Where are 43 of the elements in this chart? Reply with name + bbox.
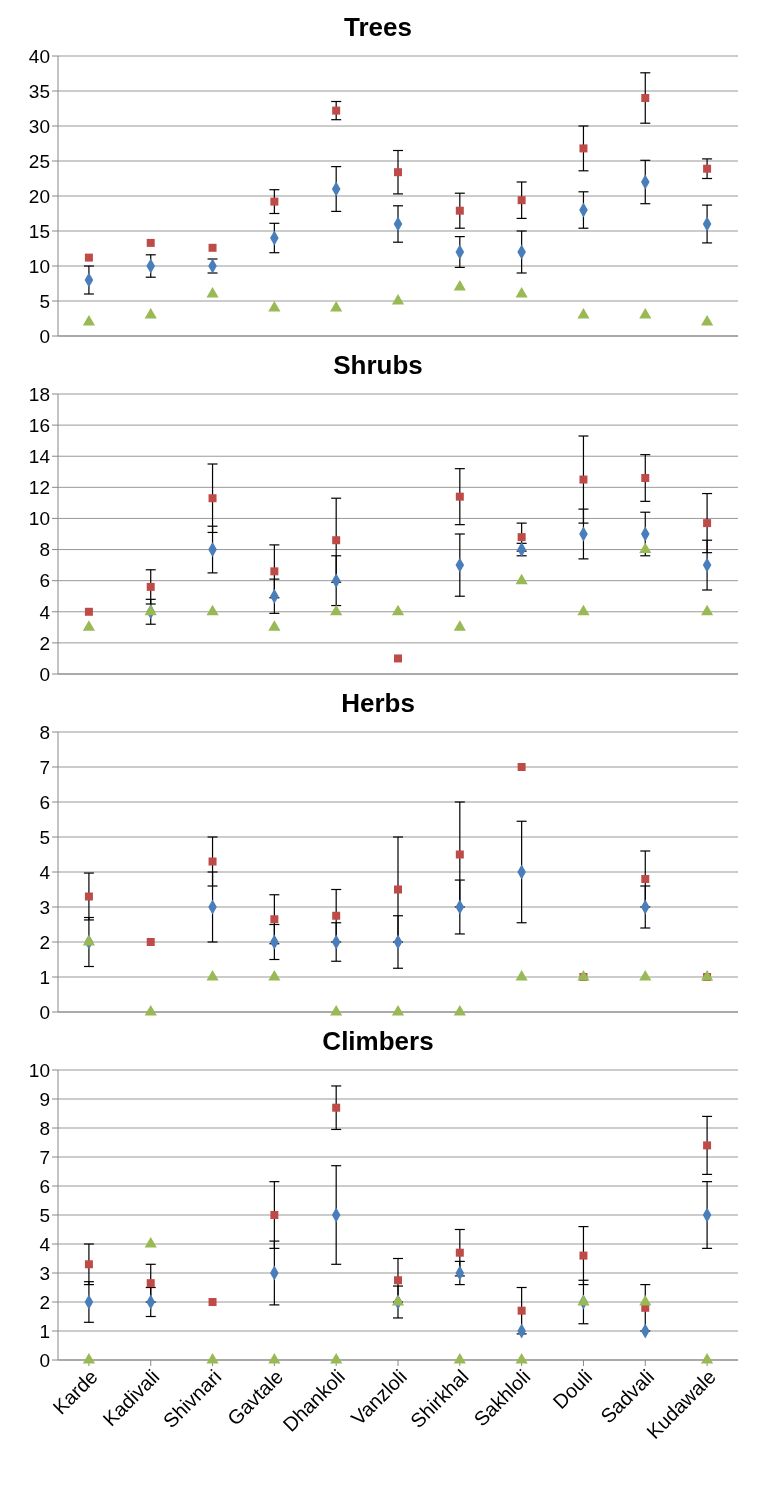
y-tick-label: 3 bbox=[39, 1262, 50, 1284]
chart-title: Climbers bbox=[321, 1025, 435, 1058]
chart-title: Herbs bbox=[340, 687, 416, 720]
y-tick-label: 25 bbox=[28, 150, 50, 172]
y-tick-label: 6 bbox=[39, 570, 50, 592]
y-tick-label: 0 bbox=[39, 1001, 50, 1023]
y-tick-label: 12 bbox=[28, 477, 50, 499]
chart-title: Shrubs bbox=[332, 349, 424, 382]
y-tick-label: 14 bbox=[28, 445, 51, 467]
y-tick-label: 7 bbox=[39, 1146, 50, 1168]
y-tick-label: 0 bbox=[39, 663, 50, 685]
chart-title: Trees bbox=[343, 11, 413, 44]
y-tick-label: 7 bbox=[39, 756, 50, 778]
y-tick-label: 6 bbox=[39, 791, 50, 813]
y-tick-label: 6 bbox=[39, 1175, 50, 1197]
y-tick-label: 2 bbox=[39, 1291, 50, 1313]
y-tick-label: 35 bbox=[28, 80, 50, 102]
y-tick-label: 5 bbox=[39, 826, 50, 848]
y-tick-label: 4 bbox=[39, 1233, 51, 1255]
y-tick-label: 4 bbox=[39, 861, 51, 883]
y-tick-label: 10 bbox=[28, 255, 50, 277]
y-tick-label: 5 bbox=[39, 1204, 50, 1226]
y-tick-label: 5 bbox=[39, 290, 50, 312]
y-tick-label: 8 bbox=[39, 1117, 50, 1139]
y-tick-label: 0 bbox=[39, 325, 50, 347]
y-tick-label: 0 bbox=[39, 1349, 50, 1371]
y-tick-label: 2 bbox=[39, 931, 50, 953]
y-tick-label: 2 bbox=[39, 632, 50, 654]
y-tick-label: 3 bbox=[39, 896, 50, 918]
y-tick-label: 1 bbox=[39, 966, 50, 988]
y-tick-label: 4 bbox=[39, 601, 51, 623]
y-tick-label: 10 bbox=[28, 1059, 50, 1081]
y-tick-label: 8 bbox=[39, 721, 50, 743]
y-tick-label: 16 bbox=[28, 414, 50, 436]
y-tick-label: 20 bbox=[28, 185, 50, 207]
y-tick-label: 40 bbox=[28, 45, 50, 67]
y-tick-label: 30 bbox=[28, 115, 50, 137]
y-tick-label: 8 bbox=[39, 539, 50, 561]
y-tick-label: 9 bbox=[39, 1088, 50, 1110]
y-tick-label: 1 bbox=[39, 1320, 50, 1342]
y-tick-label: 15 bbox=[28, 220, 50, 242]
y-tick-label: 18 bbox=[28, 383, 50, 405]
y-tick-label: 10 bbox=[28, 508, 50, 530]
